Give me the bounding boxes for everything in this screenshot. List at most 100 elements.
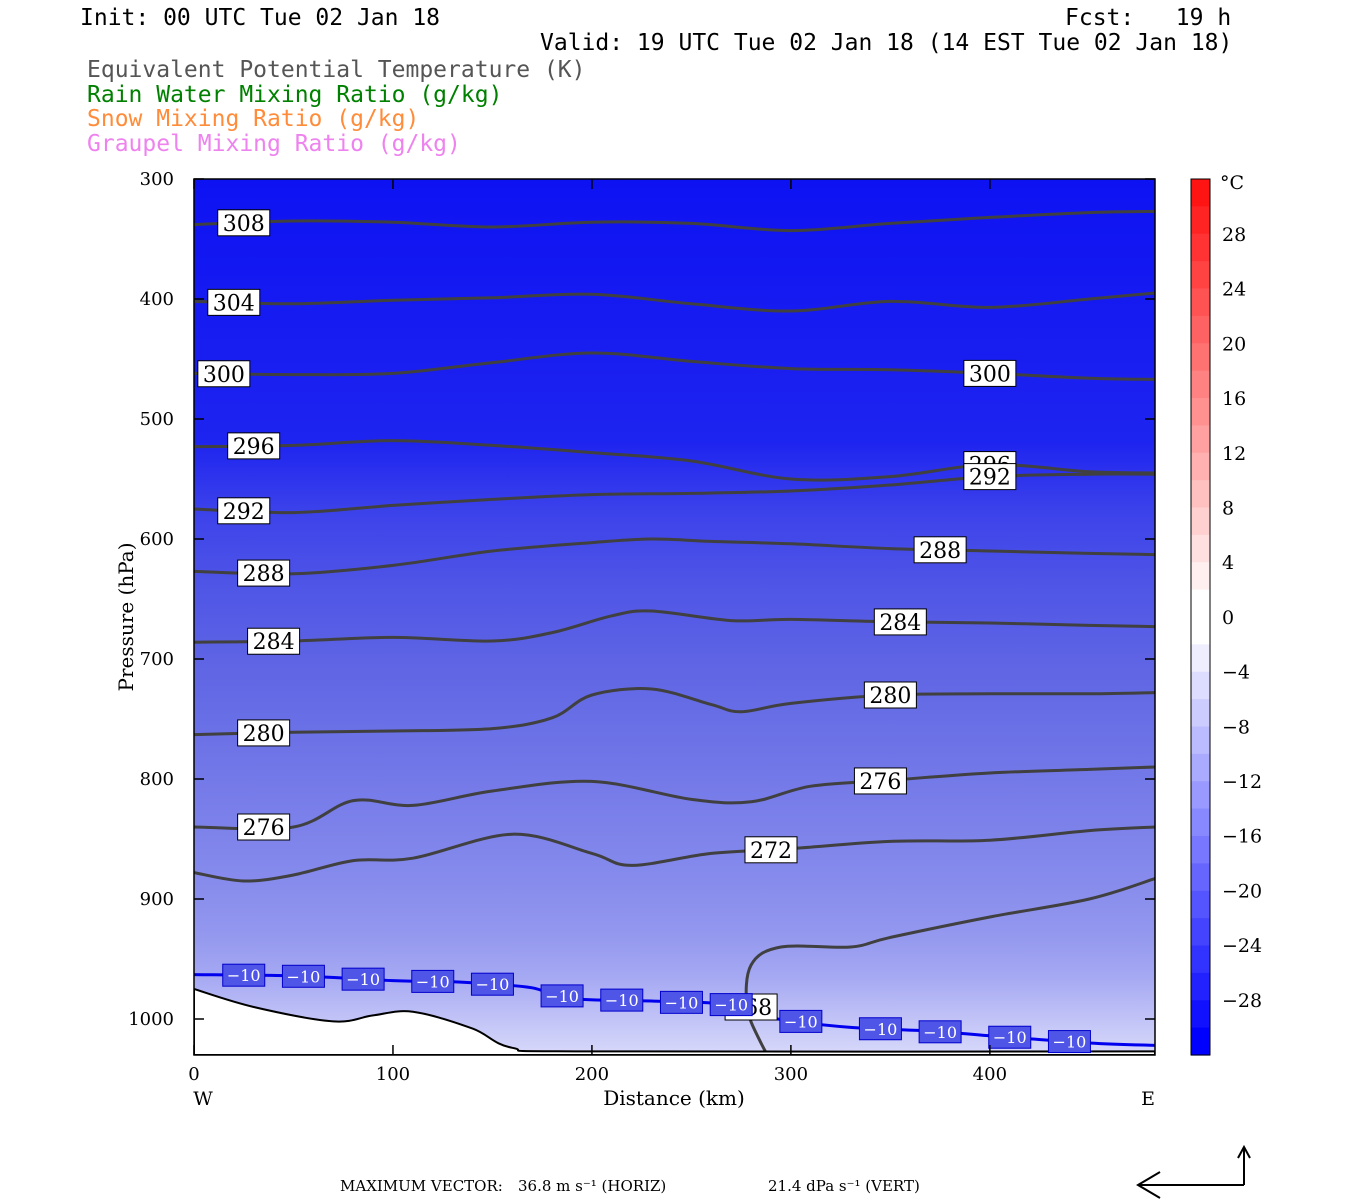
theta-e-label-text: 272 — [750, 839, 792, 864]
isotherm-label-text: −10 — [287, 967, 321, 986]
isotherm-label-box — [709, 993, 753, 1017]
colorbar-label: −12 — [1222, 771, 1262, 793]
temperature-shading — [194, 179, 1155, 1055]
x-axis-title: Distance (km) — [603, 1086, 745, 1110]
colorbar-segment — [1191, 617, 1210, 645]
isotherm-label-text: −10 — [864, 1020, 898, 1039]
x-tick-label-300: 300 — [774, 1064, 808, 1085]
isotherm-label: −10 — [600, 988, 644, 1012]
reference-vector-icon — [1136, 1144, 1251, 1199]
theta-e-label-box — [237, 719, 291, 747]
colorbar-label: 24 — [1222, 279, 1246, 301]
theta-e-label-288: 288 — [237, 559, 291, 587]
terrain — [194, 987, 1155, 1055]
y-tick-label-600: 600 — [140, 529, 174, 550]
colorbar-segment — [1191, 945, 1210, 974]
isotherm-label-text: −10 — [993, 1028, 1027, 1047]
isotherm-label: −10 — [222, 963, 266, 987]
theta-e-label-272: 272 — [744, 836, 798, 864]
colorbar-segment — [1191, 972, 1210, 1001]
x-tick-label-400: 400 — [973, 1064, 1007, 1085]
colorbar-segment — [1191, 370, 1210, 399]
colorbar-segment — [1191, 836, 1210, 864]
theta-e-labels: 3083043003002962962922922882882842842802… — [197, 209, 1017, 1021]
colorbar-segment — [1191, 315, 1210, 344]
colorbar-unit: °C — [1220, 172, 1244, 194]
isotherm-label-text: −10 — [923, 1023, 957, 1042]
y-tick-label-900: 900 — [140, 889, 174, 910]
isotherm-label-box — [918, 1020, 962, 1044]
theta-e-label-280: 280 — [237, 719, 291, 747]
y-tick-label-800: 800 — [140, 769, 174, 790]
colorbar-segment — [1191, 1027, 1210, 1056]
isotherm-label-box — [341, 967, 385, 991]
isotherm-label-text: −10 — [714, 996, 748, 1015]
legend-theta-e: Equivalent Potential Temperature (K) — [87, 57, 586, 83]
plot-frame — [193, 178, 1156, 1056]
y-axis-title: Pressure (hPa) — [114, 543, 138, 692]
legend-graupel: Graupel Mixing Ratio (g/kg) — [87, 131, 461, 157]
theta-e-label-308: 308 — [217, 209, 271, 237]
isotherm-label-box — [858, 1017, 902, 1041]
colorbar-label: 12 — [1222, 443, 1246, 465]
colorbar-segment — [1191, 781, 1210, 810]
legend-snow: Snow Mixing Ratio (g/kg) — [87, 106, 420, 132]
isotherm-label-text: −10 — [346, 970, 380, 989]
y-tick-label-300: 300 — [140, 169, 174, 190]
theta-e-label-box — [963, 359, 1017, 387]
colorbar-segment — [1191, 179, 1210, 207]
theta-e-label-box — [744, 836, 798, 864]
isotherm-label-box — [988, 1025, 1032, 1049]
theta-e-label-292: 292 — [217, 497, 271, 525]
theta-e-label-text: 292 — [223, 500, 265, 525]
colorbar-label: 4 — [1222, 552, 1234, 574]
y-tick-label-1000: 1000 — [128, 1009, 174, 1030]
theta-e-label-text: 288 — [243, 562, 285, 587]
colorbar-segment — [1191, 863, 1210, 892]
theta-e-label-box — [963, 463, 1017, 491]
theta-e-label-text: 296 — [233, 435, 275, 460]
theta-e-label-box — [207, 288, 261, 316]
init-time: Init: 00 UTC Tue 02 Jan 18 — [80, 5, 441, 31]
isotherm-label-box — [470, 972, 514, 996]
colorbar-segment — [1191, 233, 1210, 262]
colorbar-segment — [1191, 726, 1210, 755]
theta-e-label-text: 300 — [203, 363, 245, 388]
max-vector-vertical: 21.4 dPa s⁻¹ (VERT) — [768, 1177, 920, 1195]
theta-e-label-text: 288 — [919, 539, 961, 564]
colorbar-segment — [1191, 398, 1210, 426]
isotherm-label: −10 — [1047, 1030, 1091, 1054]
theta-e-label-300: 300 — [197, 360, 251, 388]
isotherm-label-box — [600, 988, 644, 1012]
colorbar-label: −4 — [1222, 662, 1250, 684]
isotherm-label-box — [411, 969, 455, 993]
colorbar-segment — [1191, 206, 1210, 235]
colorbar-segment — [1191, 671, 1210, 700]
theta-e-label-text: 300 — [969, 362, 1011, 387]
isotherm-label: −10 — [709, 993, 753, 1017]
theta-e-label-box — [863, 681, 917, 709]
max-vector-horizontal: 36.8 m s⁻¹ (HORIZ) — [518, 1177, 667, 1195]
theta-e-label-text: 284 — [253, 630, 295, 655]
legend-rain-water: Rain Water Mixing Ratio (g/kg) — [87, 82, 503, 108]
theta-e-label-text: 280 — [869, 684, 911, 709]
x-axis-west-label: W — [193, 1088, 213, 1110]
theta-e-label-box — [197, 360, 251, 388]
isotherm-label: −10 — [281, 964, 325, 988]
colorbar-segment — [1191, 918, 1210, 947]
theta-e-label-box — [237, 813, 291, 841]
y-tick-label-500: 500 — [140, 409, 174, 430]
x-tick-label-0: 0 — [188, 1064, 199, 1085]
theta-e-label-box — [227, 432, 281, 460]
colorbar-label: 8 — [1222, 498, 1234, 520]
theta-e-label-text: 304 — [213, 291, 255, 316]
theta-e-contour-304 — [194, 291, 1155, 313]
isotherm-label: −10 — [341, 967, 385, 991]
isotherm-label: −10 — [540, 984, 584, 1008]
colorbar-segment — [1191, 343, 1210, 372]
theta-e-label-box — [217, 497, 271, 525]
isotherm-labels: −10 −10 −10 −10 −10−10 −10 −10 −10−10 −10 −10 −10−… — [222, 963, 1091, 1054]
colorbar-segment — [1191, 507, 1210, 536]
colorbar-segment — [1191, 644, 1210, 673]
